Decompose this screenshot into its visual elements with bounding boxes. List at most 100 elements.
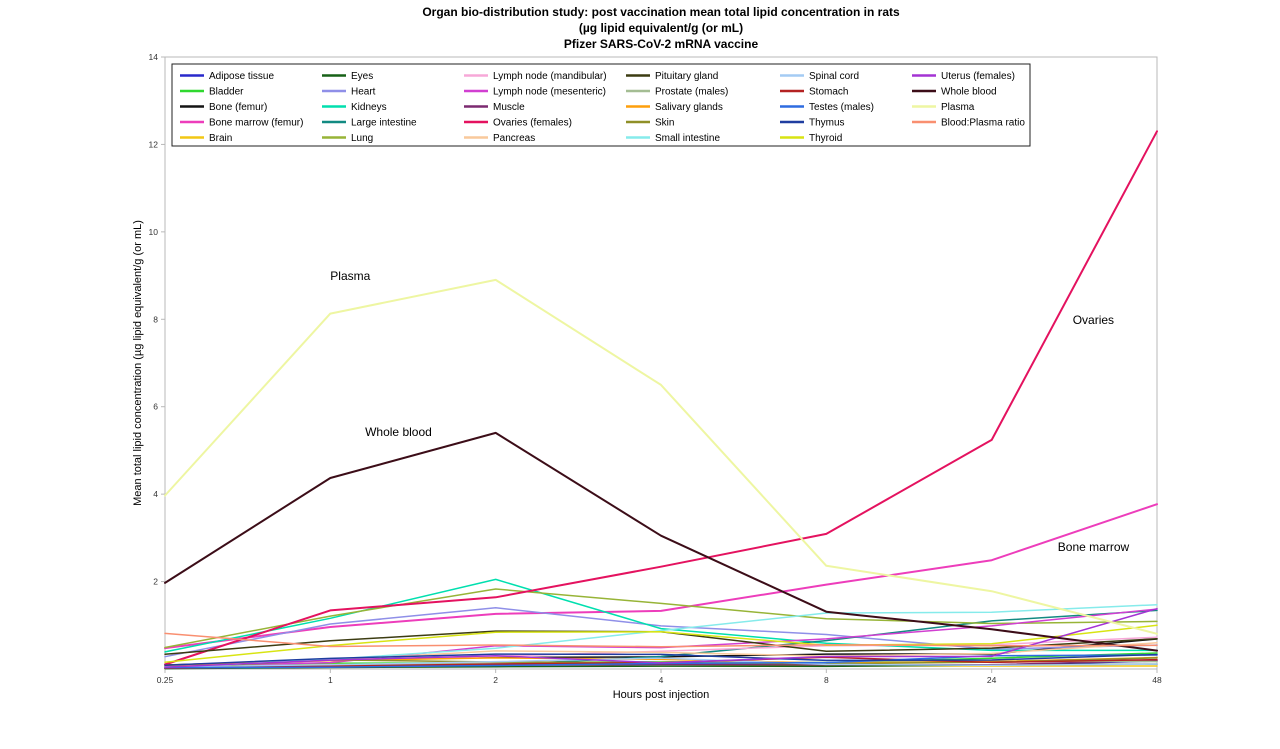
- annotation-whole-blood: Whole blood: [365, 425, 432, 439]
- legend-item-muscle: Muscle: [464, 102, 525, 113]
- legend-item-thyroid: Thyroid: [780, 133, 842, 144]
- legend-item-large-intestine: Large intestine: [322, 118, 417, 129]
- legend-item-thymus: Thymus: [780, 118, 845, 129]
- legend-label-uterus-females: Uterus (females): [941, 71, 1015, 82]
- legend-item-ovaries-females: Ovaries (females): [464, 118, 572, 129]
- annotation-bone-marrow: Bone marrow: [1058, 540, 1130, 554]
- series-line-kidneys: [164, 578, 1158, 653]
- legend-item-pituitary-gland: Pituitary gland: [626, 71, 718, 82]
- legend-item-whole-blood: Whole blood: [912, 87, 997, 98]
- legend-item-lymph-node-mesenteric: Lymph node (mesenteric): [464, 87, 606, 98]
- legend-label-lymph-node-mesenteric: Lymph node (mesenteric): [493, 87, 606, 98]
- legend-item-salivary-glands: Salivary glands: [626, 102, 723, 113]
- chart-title-line1: Organ bio-distribution study: post vacci…: [422, 5, 900, 19]
- legend-label-kidneys: Kidneys: [351, 102, 387, 113]
- legend-label-eyes: Eyes: [351, 71, 373, 82]
- legend-label-heart: Heart: [351, 87, 376, 98]
- legend-label-small-intestine: Small intestine: [655, 133, 720, 144]
- series-line-plasma: [164, 278, 1158, 635]
- legend-label-bladder: Bladder: [209, 87, 244, 98]
- y-axis-label: Mean total lipid concentration (µg lipid…: [132, 220, 144, 506]
- series-line-lymph-node-mesenteric: [164, 608, 1158, 668]
- legend-item-small-intestine: Small intestine: [626, 133, 720, 144]
- y-tick-label: 4: [153, 489, 158, 499]
- series-line-thymus: [164, 653, 1158, 666]
- series-line-thyroid: [164, 624, 1158, 663]
- legend-item-pancreas: Pancreas: [464, 133, 535, 144]
- legend-label-thymus: Thymus: [809, 118, 845, 129]
- x-tick-label: 1: [328, 675, 333, 685]
- chart-title-line2: (µg lipid equivalent/g (or mL): [579, 21, 743, 35]
- legend: Adipose tissue Bladder Bone (femur) Bone ma…: [171, 63, 1031, 147]
- series-line-bone-marrow-femur: [164, 503, 1158, 650]
- legend-label-whole-blood: Whole blood: [941, 87, 997, 98]
- legend-item-kidneys: Kidneys: [322, 102, 387, 113]
- x-tick-label: 4: [659, 675, 664, 685]
- legend-item-testes-males: Testes (males): [780, 102, 874, 113]
- legend-item-bone-marrow-femur: Bone marrow (femur): [180, 118, 303, 129]
- y-tick-label: 6: [153, 402, 158, 412]
- x-axis-label: Hours post injection: [613, 689, 710, 701]
- legend-item-plasma: Plasma: [912, 102, 975, 113]
- y-tick-label: 12: [149, 139, 159, 149]
- legend-label-muscle: Muscle: [493, 102, 525, 113]
- legend-item-bone-femur: Bone (femur): [180, 102, 267, 113]
- legend-label-pancreas: Pancreas: [493, 133, 535, 144]
- legend-label-bone-femur: Bone (femur): [209, 102, 267, 113]
- legend-label-ovaries-females: Ovaries (females): [493, 118, 572, 129]
- legend-item-blood-plasma-ratio: Blood:Plasma ratio: [912, 118, 1025, 129]
- legend-item-stomach: Stomach: [780, 87, 848, 98]
- series-line-uterus-females: [164, 607, 1158, 668]
- legend-item-uterus-females: Uterus (females): [912, 71, 1015, 82]
- legend-item-bladder: Bladder: [180, 87, 244, 98]
- series-line-ovaries-females: [164, 130, 1158, 666]
- series-line-whole-blood: [164, 431, 1158, 652]
- y-tick-label: 8: [153, 314, 158, 324]
- legend-label-adipose-tissue: Adipose tissue: [209, 71, 274, 82]
- x-tick-label: 2: [493, 675, 498, 685]
- series-line-lung: [164, 588, 1158, 649]
- annotations: Plasma Whole blood Ovaries Bone marrow: [330, 269, 1129, 554]
- series-line-heart: [164, 607, 1158, 658]
- legend-label-brain: Brain: [209, 133, 232, 144]
- legend-item-spinal-cord: Spinal cord: [780, 71, 859, 82]
- legend-label-salivary-glands: Salivary glands: [655, 102, 723, 113]
- annotation-ovaries: Ovaries: [1073, 313, 1114, 327]
- y-tick-label: 10: [149, 227, 159, 237]
- annotation-plasma: Plasma: [330, 269, 370, 283]
- legend-item-prostate-males: Prostate (males): [626, 87, 728, 98]
- series-line-small-intestine: [164, 603, 1158, 669]
- legend-item-lymph-node-mandibular: Lymph node (mandibular): [464, 71, 607, 82]
- series-line-spinal-cord: [164, 657, 1158, 668]
- y-tick-label: 2: [153, 577, 158, 587]
- legend-item-heart: Heart: [322, 87, 376, 98]
- legend-item-lung: Lung: [322, 133, 373, 144]
- legend-label-pituitary-gland: Pituitary gland: [655, 71, 718, 82]
- legend-label-lung: Lung: [351, 133, 373, 144]
- legend-label-spinal-cord: Spinal cord: [809, 71, 859, 82]
- legend-label-blood-plasma-ratio: Blood:Plasma ratio: [941, 118, 1025, 129]
- legend-label-plasma: Plasma: [941, 102, 975, 113]
- x-tick-label: 24: [987, 675, 997, 685]
- legend-item-brain: Brain: [180, 133, 232, 144]
- x-tick-label: 0.25: [157, 675, 174, 685]
- legend-item-eyes: Eyes: [322, 71, 373, 82]
- legend-item-adipose-tissue: Adipose tissue: [180, 71, 274, 82]
- legend-label-testes-males: Testes (males): [809, 102, 874, 113]
- legend-item-skin: Skin: [626, 118, 674, 129]
- legend-label-thyroid: Thyroid: [809, 133, 842, 144]
- x-tick-label: 48: [1152, 675, 1162, 685]
- series-line-blood-plasma-ratio: [164, 632, 1158, 648]
- legend-label-skin: Skin: [655, 118, 674, 129]
- x-tick-label: 8: [824, 675, 829, 685]
- legend-label-bone-marrow-femur: Bone marrow (femur): [209, 118, 303, 129]
- legend-box: [171, 63, 1031, 147]
- chart-title-line3: Pfizer SARS-CoV-2 mRNA vaccine: [564, 37, 759, 51]
- legend-label-stomach: Stomach: [809, 87, 848, 98]
- y-tick-label: 14: [149, 52, 159, 62]
- legend-label-lymph-node-mandibular: Lymph node (mandibular): [493, 71, 607, 82]
- legend-label-prostate-males: Prostate (males): [655, 87, 728, 98]
